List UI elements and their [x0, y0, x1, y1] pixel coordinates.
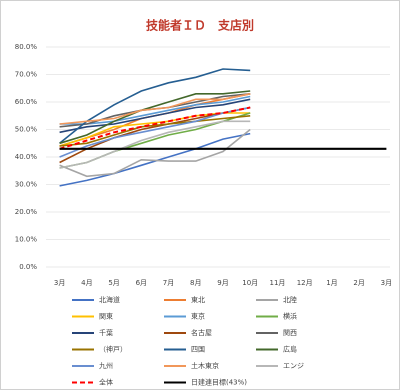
x-tick-label: 12月	[297, 279, 313, 287]
y-tick-label: 10.0%	[15, 236, 38, 244]
x-tick-label: 1月	[326, 279, 337, 287]
legend-label: 日建連目標(43%)	[191, 378, 247, 387]
x-tick-label: 3月	[381, 279, 392, 287]
series-line	[59, 68, 251, 144]
legend-label: 北海道	[99, 295, 120, 304]
legend-label: 九州	[99, 361, 113, 370]
x-tick-label: 9月	[217, 279, 228, 287]
y-tick-label: 60.0%	[15, 98, 38, 106]
x-tick-label: 2月	[353, 279, 364, 287]
legend-label: 土木東京	[191, 361, 219, 370]
x-tick-label: 7月	[163, 279, 174, 287]
legend-label: 東北	[191, 295, 205, 304]
legend-label: 名古屋	[191, 328, 212, 337]
x-tick-label: 10月	[242, 279, 258, 287]
series-line	[59, 128, 251, 178]
x-tick-label: 5月	[108, 279, 119, 287]
legend-label: 北陸	[283, 295, 297, 304]
legend-label: 関東	[99, 312, 113, 321]
series-line	[59, 120, 251, 169]
series-line	[59, 115, 251, 147]
y-tick-label: 80.0%	[15, 43, 38, 51]
series-line	[59, 90, 251, 145]
y-tick-label: 50.0%	[15, 126, 38, 134]
legend-label: 千葉	[99, 328, 113, 337]
y-tick-label: 30.0%	[15, 181, 38, 189]
legend-label: 広島	[283, 345, 297, 354]
y-tick-label: 40.0%	[15, 153, 38, 161]
x-tick-label: 11月	[270, 279, 286, 287]
legend-label: エンジ	[283, 362, 304, 370]
y-tick-label: 0.0%	[19, 263, 37, 271]
chart-title: 技能者ＩＤ 支店別	[146, 18, 254, 33]
legend-label: 全体	[99, 378, 113, 387]
x-tick-label: 8月	[190, 279, 201, 287]
x-tick-label: 3月	[54, 279, 65, 287]
legend-label: 東京	[191, 312, 205, 321]
series-line	[59, 95, 251, 125]
y-tick-label: 20.0%	[15, 208, 38, 216]
x-tick-label: 4月	[81, 279, 92, 287]
legend-label: 四国	[191, 346, 205, 354]
series-line	[59, 93, 251, 125]
series-line	[59, 98, 251, 134]
legend-label: 横浜	[283, 312, 297, 321]
x-tick-label: 6月	[136, 279, 147, 287]
series-line	[59, 106, 251, 150]
y-tick-label: 70.0%	[15, 71, 38, 79]
legend-label: 関西	[283, 329, 297, 337]
legend-label: （神戸）	[99, 345, 127, 354]
